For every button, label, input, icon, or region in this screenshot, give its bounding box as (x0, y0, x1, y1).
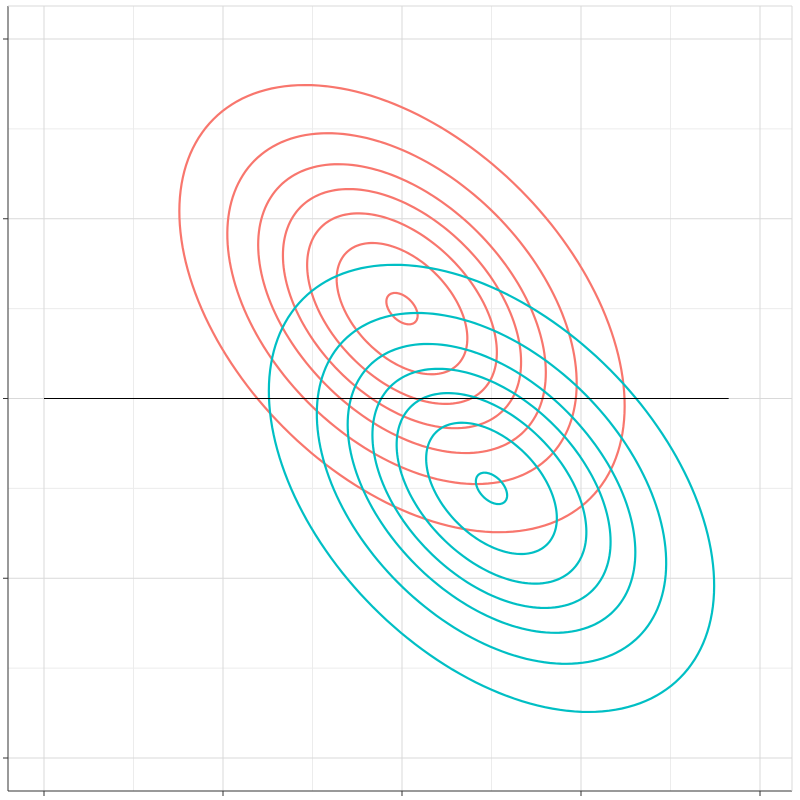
contour-line (335, 241, 469, 376)
contour-layer (178, 83, 716, 714)
contour-line (395, 392, 588, 585)
contour-series-2 (267, 263, 716, 714)
contour-line (385, 291, 419, 326)
contour-line (226, 132, 578, 486)
contour-line (267, 263, 716, 714)
contour-line (257, 163, 547, 455)
contour-line (306, 212, 498, 405)
contour-line (178, 83, 626, 534)
contour-line (315, 311, 668, 665)
contour-line (346, 342, 637, 634)
axis-layer (3, 5, 793, 796)
contour-line (425, 421, 558, 556)
contour-line (474, 471, 509, 506)
contour-line (371, 367, 612, 610)
grid-layer (8, 6, 792, 791)
